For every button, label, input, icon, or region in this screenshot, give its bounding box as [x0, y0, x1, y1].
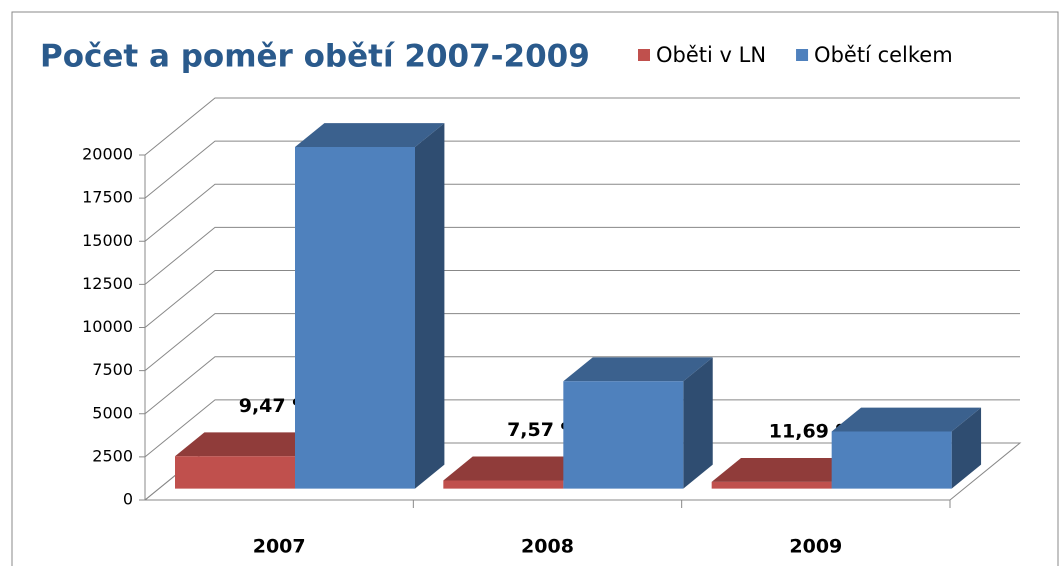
bar-top [831, 407, 982, 432]
bar-front [711, 481, 832, 489]
bar-side [683, 357, 713, 489]
grid-line [144, 356, 1020, 415]
y-tick-label: 0 [123, 490, 133, 509]
y-tick-label: 10000 [82, 317, 133, 336]
bar [563, 357, 713, 489]
bar-side [951, 407, 982, 489]
legend-label: Oběti v LN [656, 43, 766, 67]
bar-front [443, 480, 564, 489]
y-tick-label: 20000 [82, 145, 133, 164]
grid-line [144, 313, 1020, 372]
chart-title: Počet a poměr obětí 2007-2009 [40, 39, 590, 75]
bar-top [175, 432, 325, 457]
bar-top [295, 123, 445, 148]
legend-swatch [638, 49, 650, 61]
grid-line [144, 399, 1020, 458]
annotation: 9,47 % [239, 395, 312, 417]
y-tick-label: 2500 [92, 446, 133, 465]
y-tick-label: 15000 [82, 231, 133, 250]
bar-front [175, 456, 295, 489]
x-tick-label: 2007 [253, 536, 306, 558]
bar [295, 123, 445, 489]
bar-front [831, 431, 952, 489]
grid-line [144, 183, 1020, 242]
x-tick-label: 2008 [521, 536, 574, 558]
bar-front [295, 147, 415, 489]
bar-top [563, 357, 713, 382]
bar-front [563, 381, 684, 489]
y-tick-label: 17500 [82, 188, 133, 207]
y-tick-label: 7500 [92, 360, 133, 379]
y-tick-label: 12500 [82, 274, 133, 293]
grid-line [144, 226, 1020, 285]
bar [175, 432, 325, 489]
grid-line [144, 270, 1020, 328]
bar-top [443, 456, 593, 481]
x-tick-label: 2009 [789, 536, 842, 558]
legend-swatch [796, 49, 809, 61]
bar-top [711, 457, 862, 482]
grid-line [144, 140, 1020, 199]
legend-label: Obětí celkem [814, 43, 953, 67]
bar [443, 456, 593, 489]
grid-line [144, 97, 1020, 156]
annotation: 7,57 % [507, 419, 580, 441]
y-tick-label: 5000 [92, 403, 133, 422]
bar [831, 407, 982, 489]
bar-side [415, 123, 445, 489]
